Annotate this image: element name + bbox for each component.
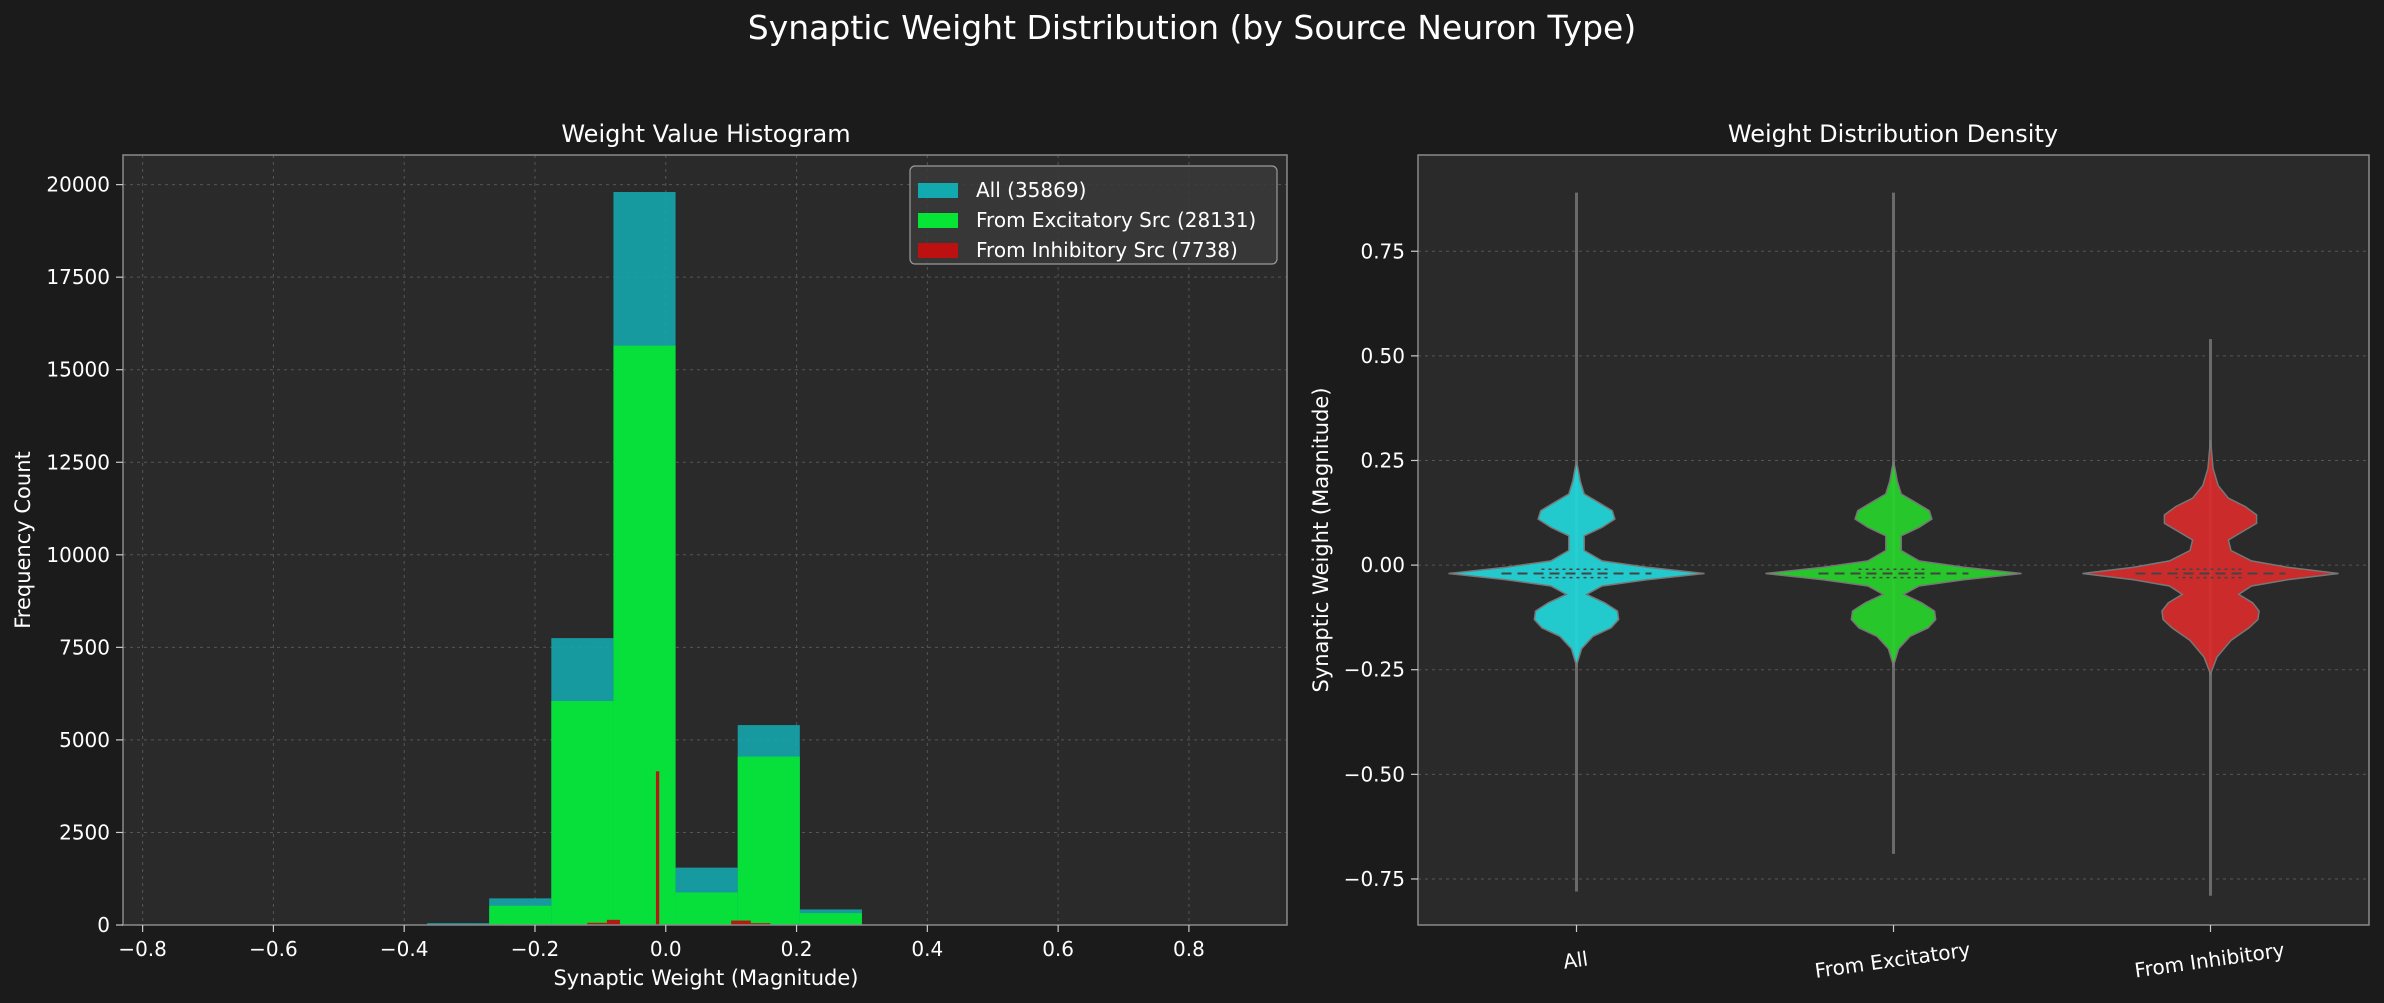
- histogram-bar: [750, 923, 771, 925]
- x-tick-label: 0.0: [650, 937, 682, 961]
- legend-label: From Excitatory Src (28131): [976, 208, 1256, 232]
- x-tick-label: All: [1562, 946, 1590, 973]
- x-tick-label: −0.8: [118, 937, 167, 961]
- histogram-bar: [587, 922, 607, 925]
- legend-swatch: [918, 183, 958, 198]
- histogram-bar: [731, 920, 751, 925]
- y-tick-label: 17500: [46, 265, 110, 289]
- x-tick-label: −0.2: [511, 937, 560, 961]
- x-tick-label: 0.2: [781, 937, 813, 961]
- violin-panel: −0.75−0.50−0.250.000.250.500.75 All From …: [1309, 120, 2370, 983]
- x-tick-label: 0.6: [1042, 937, 1074, 961]
- violin-group: [1765, 192, 2022, 854]
- y-tick-label: 5000: [59, 728, 110, 752]
- y-tick-label: −0.75: [1344, 867, 1405, 891]
- y-tick-label: 2500: [59, 820, 110, 844]
- y-tick-label: 12500: [46, 450, 110, 474]
- x-tick-label: −0.6: [249, 937, 298, 961]
- histogram-bar: [489, 905, 552, 925]
- histogram-bar: [675, 892, 738, 925]
- violin-y-axis-label: Synaptic Weight (Magnitude): [1309, 387, 1333, 692]
- histogram-bar: [551, 701, 614, 925]
- y-tick-label: −0.50: [1344, 762, 1405, 786]
- histogram-bar: [613, 345, 676, 925]
- y-tick-label: 15000: [46, 358, 110, 382]
- x-tick-label: −0.4: [380, 937, 429, 961]
- histogram-series: [489, 345, 862, 925]
- histogram-bar: [799, 913, 862, 925]
- x-tick-label: 0.8: [1173, 937, 1205, 961]
- histogram-bar: [737, 756, 800, 925]
- y-tick-label: 0.00: [1360, 553, 1405, 577]
- histogram-bar: [655, 771, 660, 925]
- violin-body: [1448, 460, 1705, 669]
- histogram-frame: [122, 154, 1288, 926]
- histogram-y-ticks: 0 2500 5000 7500 10000 12500 15000 17500 20000: [46, 173, 123, 937]
- legend-swatch: [918, 213, 958, 228]
- histogram-legend: All (35869) From Excitatory Src (28131) Fr…: [909, 165, 1278, 265]
- legend-box: [909, 165, 1278, 265]
- violin-title: Weight Distribution Density: [1728, 120, 2058, 148]
- y-tick-label: 0.50: [1360, 344, 1405, 368]
- figure-title: Synaptic Weight Distribution (by Source …: [748, 8, 1636, 47]
- y-tick-label: 10000: [46, 543, 110, 567]
- violin-group: [1448, 192, 1705, 892]
- histogram-panel: −0.8 −0.6 −0.4 −0.2 0.0 0.2 0.4 0.6 0.8 0 2500 500…: [11, 120, 1288, 990]
- histogram-x-axis-label: Synaptic Weight (Magnitude): [553, 966, 858, 990]
- violin-body: [2082, 439, 2339, 676]
- violin-group: [2082, 339, 2339, 896]
- legend-swatch: [918, 243, 958, 258]
- violin-y-ticks: −0.75 −0.50 −0.25 0.00 0.25 0.50 0.75: [1344, 239, 1418, 891]
- histogram-bar: [606, 919, 620, 925]
- y-tick-label: −0.25: [1344, 658, 1405, 682]
- histogram-y-axis-label: Frequency Count: [11, 451, 35, 629]
- legend-label: From Inhibitory Src (7738): [976, 238, 1238, 262]
- histogram-plot-area: [123, 155, 1287, 925]
- histogram-title: Weight Value Histogram: [561, 120, 850, 148]
- y-tick-label: 7500: [59, 635, 110, 659]
- histogram-bars: [427, 192, 862, 925]
- histogram-x-ticks: −0.8 −0.6 −0.4 −0.2 0.0 0.2 0.4 0.6 0.8: [118, 925, 1205, 961]
- histogram-bar: [427, 923, 490, 925]
- y-tick-label: 0.75: [1360, 239, 1405, 263]
- legend-label: All (35869): [976, 178, 1086, 202]
- y-tick-label: 0.25: [1360, 448, 1405, 472]
- violin-bodies: [1448, 192, 2339, 896]
- violin-body: [1765, 460, 2022, 669]
- x-tick-label: 0.4: [911, 937, 943, 961]
- y-tick-label: 20000: [46, 173, 110, 197]
- y-tick-label: 0: [97, 913, 110, 937]
